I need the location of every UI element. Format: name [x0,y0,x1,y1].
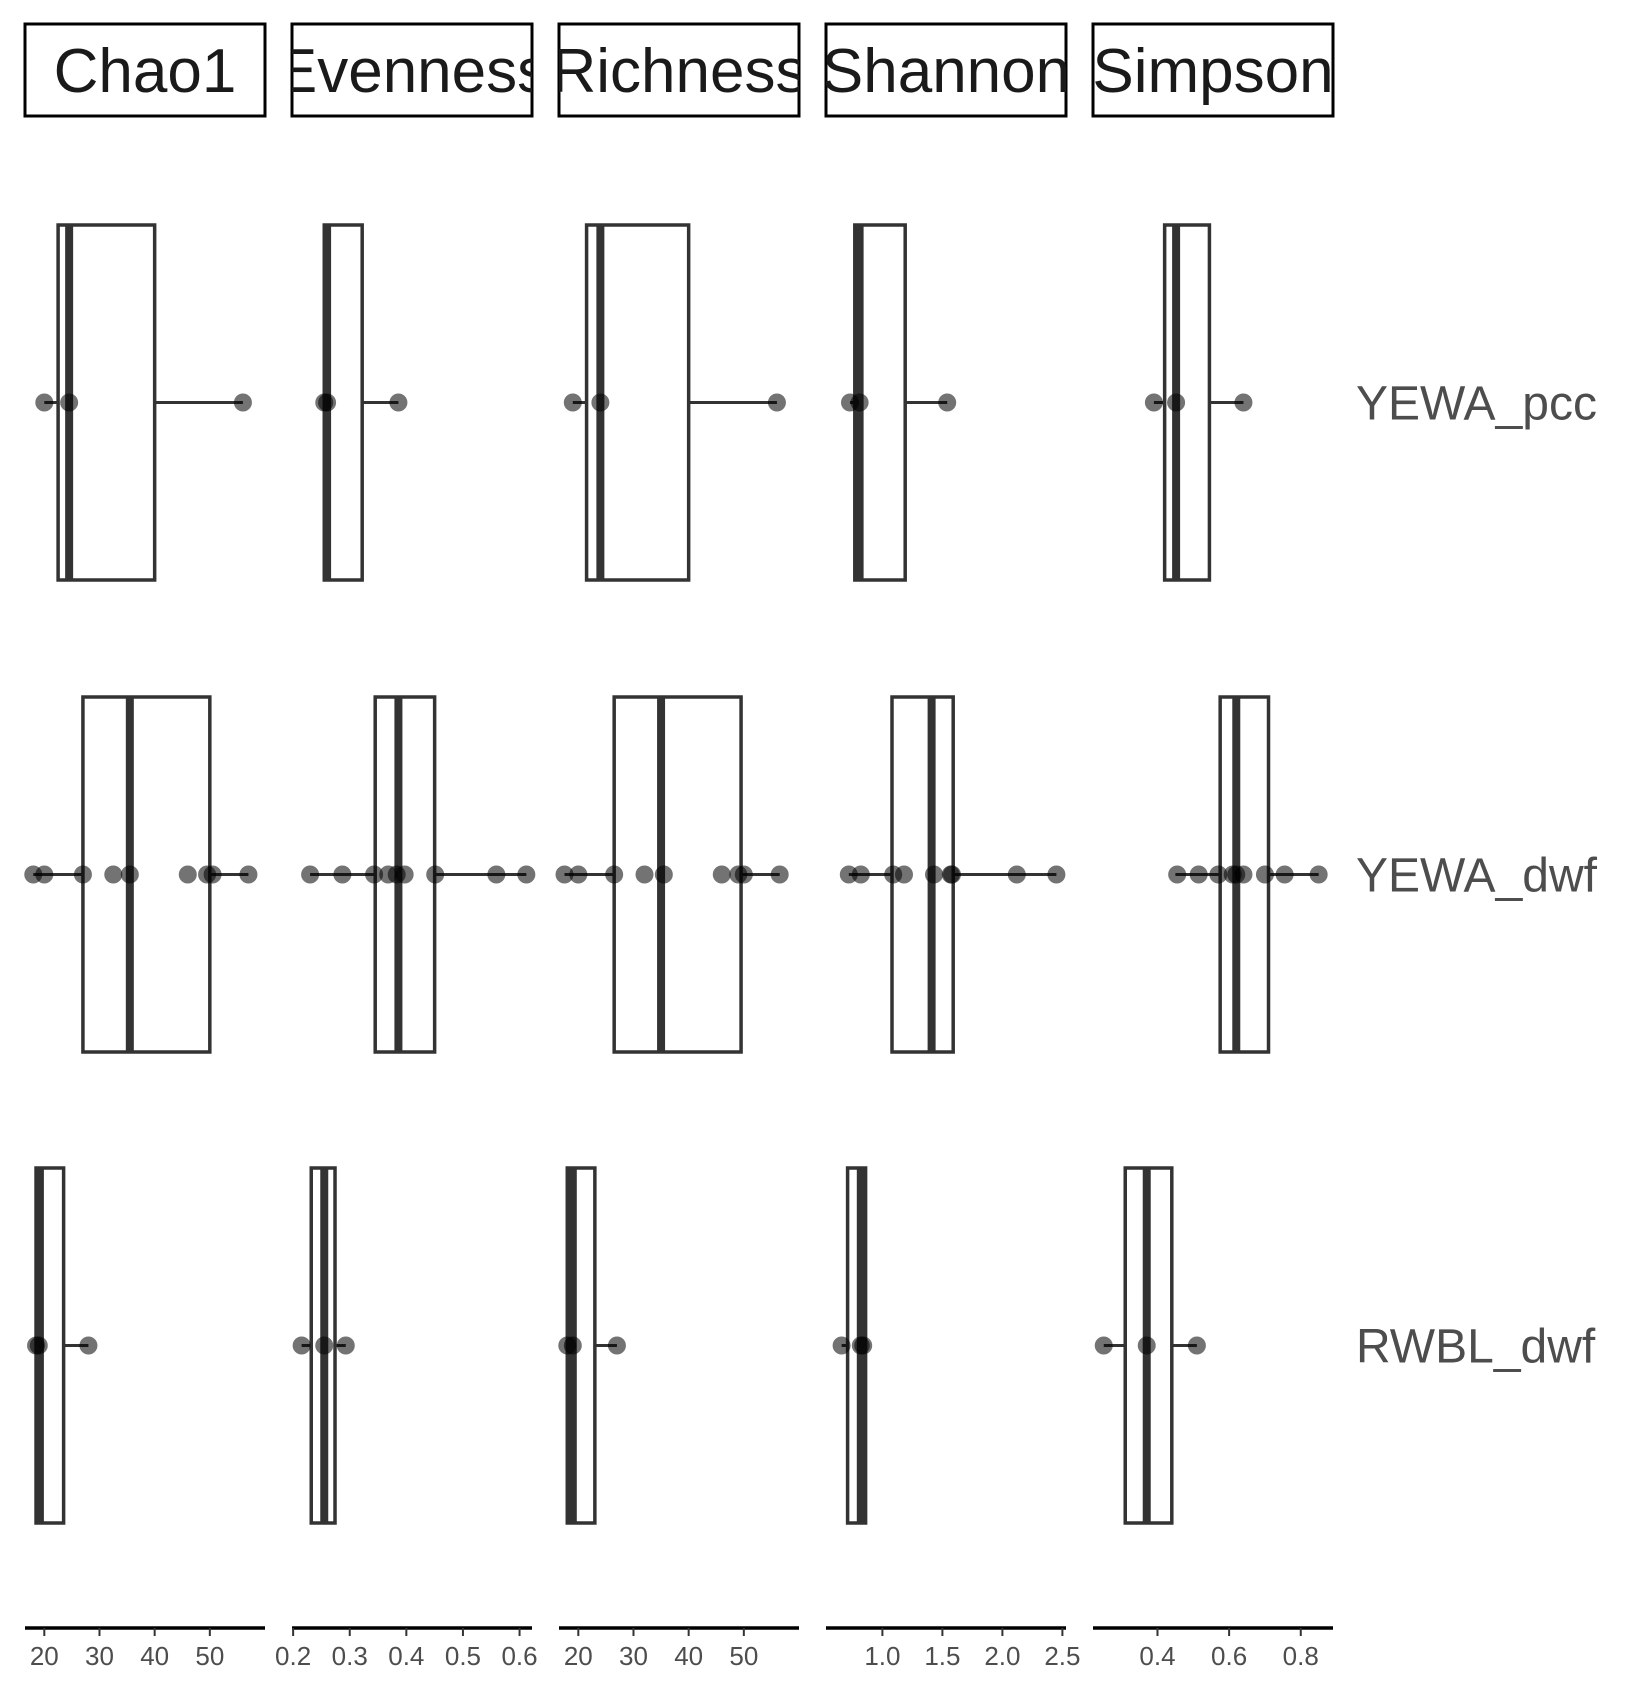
point-rwbl_dwf-simpson-1 [1138,1337,1156,1355]
point-yewa_dwf-richness-8 [771,866,789,884]
x-tick-label-simpson-2: 0.8 [1283,1641,1319,1671]
point-yewa_dwf-richness-1 [569,866,587,884]
facet-row-label-yewa_dwf: YEWA_dwf [1356,850,1598,903]
x-tick-label-richness-0: 20 [564,1641,593,1671]
point-rwbl_dwf-evenness-1 [315,1337,333,1355]
point-yewa_dwf-richness-7 [735,866,753,884]
point-yewa_dwf-evenness-1 [333,866,351,884]
point-yewa_dwf-richness-3 [636,866,654,884]
x-tick-label-shannon-1: 1.5 [924,1641,960,1671]
point-rwbl_dwf-richness-1 [564,1337,582,1355]
point-yewa_pcc-simpson-1 [1167,394,1185,412]
point-yewa_dwf-shannon-1 [852,866,870,884]
point-yewa_dwf-chao1-3 [104,866,122,884]
point-rwbl_dwf-chao1-1 [30,1337,48,1355]
point-rwbl_dwf-simpson-0 [1095,1337,1113,1355]
x-tick-label-shannon-3: 2.5 [1044,1641,1080,1671]
facet-strip-label-evenness: Evenness [276,37,548,106]
point-yewa_dwf-evenness-6 [426,866,444,884]
facet-strip-label-simpson: Simpson [1092,37,1333,106]
point-yewa_dwf-evenness-5 [396,866,414,884]
x-tick-label-chao1-2: 40 [140,1641,169,1671]
point-yewa_pcc-chao1-0 [35,394,53,412]
point-yewa_dwf-shannon-6 [943,866,961,884]
x-tick-label-evenness-0: 0.2 [275,1641,311,1671]
x-tick-label-chao1-1: 30 [85,1641,114,1671]
point-yewa_pcc-shannon-1 [851,394,869,412]
point-rwbl_dwf-shannon-0 [833,1337,851,1355]
x-tick-label-simpson-1: 0.6 [1211,1641,1247,1671]
x-tick-label-evenness-3: 0.5 [445,1641,481,1671]
point-rwbl_dwf-evenness-0 [293,1337,311,1355]
point-yewa_dwf-simpson-6 [1256,866,1274,884]
point-yewa_dwf-chao1-8 [239,866,257,884]
point-yewa_dwf-simpson-7 [1276,866,1294,884]
point-yewa_dwf-chao1-5 [179,866,197,884]
point-yewa_dwf-shannon-4 [925,866,943,884]
x-tick-label-chao1-3: 50 [195,1641,224,1671]
point-yewa_pcc-simpson-2 [1234,394,1252,412]
point-rwbl_dwf-shannon-2 [854,1337,872,1355]
point-rwbl_dwf-richness-2 [608,1337,626,1355]
x-tick-label-shannon-2: 2.0 [984,1641,1020,1671]
point-rwbl_dwf-simpson-2 [1188,1337,1206,1355]
facet-strip-label-chao1: Chao1 [54,37,237,106]
point-yewa_dwf-simpson-0 [1168,866,1186,884]
point-yewa_dwf-richness-2 [605,866,623,884]
x-tick-label-richness-2: 40 [674,1641,703,1671]
point-yewa_pcc-chao1-1 [60,394,78,412]
point-yewa_dwf-shannon-8 [1047,866,1065,884]
x-tick-label-richness-1: 30 [619,1641,648,1671]
point-yewa_dwf-evenness-7 [487,866,505,884]
facet-strip-label-shannon: Shannon [822,37,1070,106]
point-yewa_pcc-evenness-1 [318,394,336,412]
point-yewa_dwf-chao1-7 [204,866,222,884]
point-rwbl_dwf-chao1-2 [79,1337,97,1355]
point-yewa_pcc-shannon-2 [938,394,956,412]
point-yewa_pcc-richness-0 [564,394,582,412]
point-yewa_dwf-simpson-8 [1310,866,1328,884]
facet-row-label-yewa_pcc: YEWA_pcc [1356,378,1597,431]
point-yewa_pcc-richness-1 [591,394,609,412]
point-yewa_dwf-simpson-1 [1190,866,1208,884]
facet-row-label-rwbl_dwf: RWBL_dwf [1356,1321,1596,1374]
point-yewa_dwf-shannon-3 [895,866,913,884]
point-yewa_dwf-chao1-2 [74,866,92,884]
x-tick-label-richness-3: 50 [729,1641,758,1671]
point-rwbl_dwf-evenness-2 [337,1337,355,1355]
point-yewa_dwf-chao1-1 [35,866,53,884]
point-yewa_dwf-evenness-8 [517,866,535,884]
point-yewa_dwf-shannon-7 [1008,866,1026,884]
point-yewa_dwf-simpson-5 [1234,866,1252,884]
x-tick-label-shannon-0: 1.0 [864,1641,900,1671]
point-yewa_dwf-chao1-4 [121,866,139,884]
facet-strip-label-richness: Richness [552,37,807,106]
point-yewa_pcc-richness-2 [768,394,786,412]
x-tick-label-evenness-2: 0.4 [388,1641,424,1671]
point-yewa_pcc-evenness-2 [389,394,407,412]
x-tick-label-simpson-0: 0.4 [1139,1641,1175,1671]
x-tick-label-chao1-0: 20 [30,1641,59,1671]
point-yewa_pcc-simpson-0 [1145,394,1163,412]
x-tick-label-evenness-1: 0.3 [332,1641,368,1671]
x-tick-label-evenness-4: 0.6 [501,1641,537,1671]
point-yewa_dwf-richness-5 [713,866,731,884]
point-yewa_dwf-richness-4 [655,866,673,884]
point-yewa_pcc-chao1-2 [234,394,252,412]
point-yewa_dwf-evenness-0 [301,866,319,884]
